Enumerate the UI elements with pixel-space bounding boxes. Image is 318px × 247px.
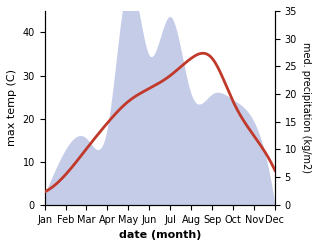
Y-axis label: max temp (C): max temp (C) [7,69,17,146]
Y-axis label: med. precipitation (kg/m2): med. precipitation (kg/m2) [301,42,311,173]
X-axis label: date (month): date (month) [119,230,201,240]
